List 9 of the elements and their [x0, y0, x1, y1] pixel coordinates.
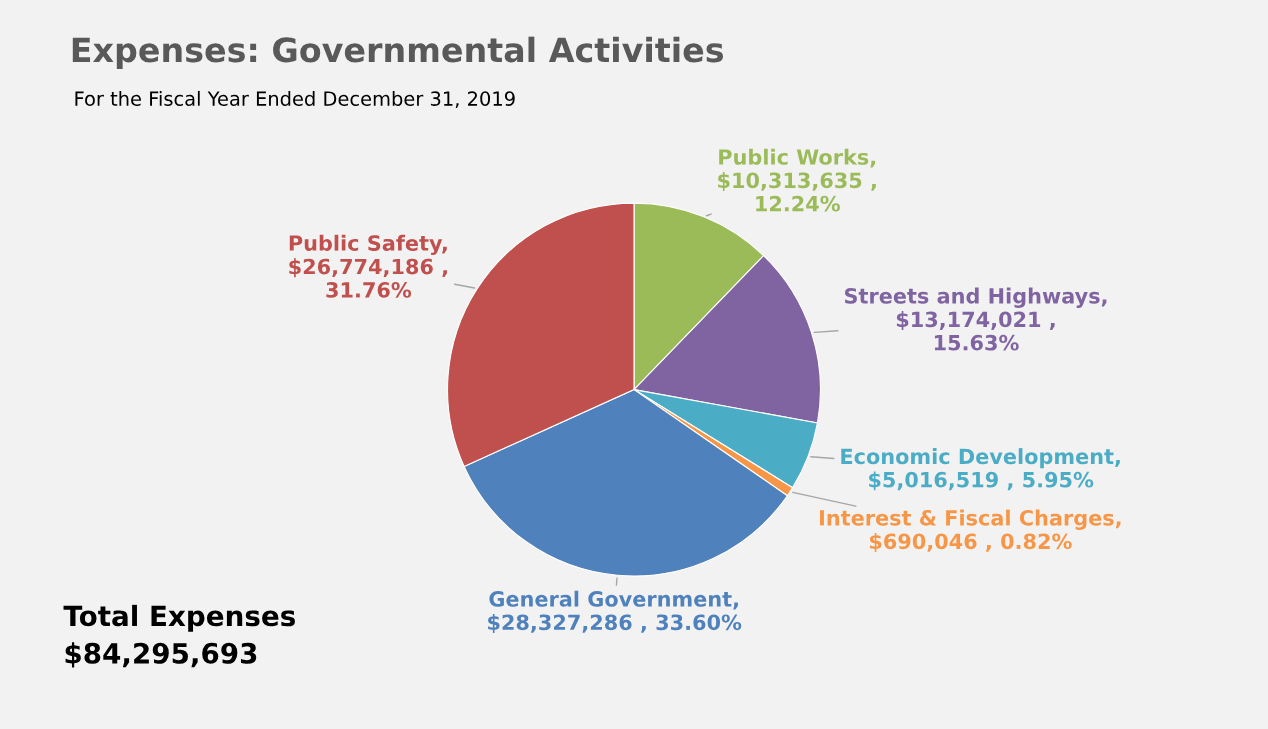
chart-title: Expenses: Governmental Activities — [72, 36, 724, 69]
slice-label: Interest & Fiscal Charges, $690,046 , 0.82% — [820, 509, 1121, 552]
slice-label: Streets and Highways, $13,174,021 , 15.63% — [844, 287, 1107, 351]
slice-label: Public Safety, $26,774,186 , 31.76% — [289, 234, 447, 298]
slice-label: General Government, $28,327,286 , 33.60% — [488, 590, 742, 633]
chart-subtitle: For the Fiscal Year Ended December 31, 2019 — [75, 90, 515, 108]
slice-label: Public Works, $10,313,635 , 12.24% — [718, 148, 876, 212]
text: Total Expenses $84,295,693 — [63, 604, 295, 668]
slice-label: Economic Development, $5,016,519 , 5.95% — [841, 448, 1120, 491]
